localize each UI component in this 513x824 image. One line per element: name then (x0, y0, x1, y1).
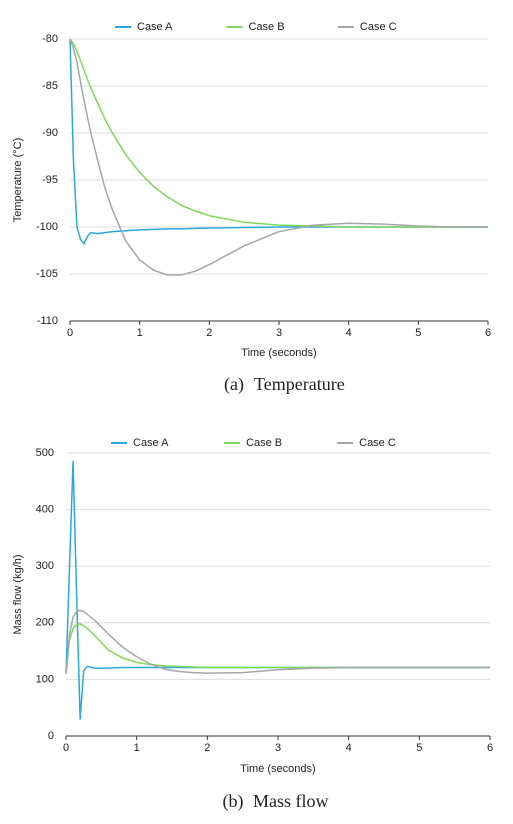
x-tick-label: 2 (206, 327, 212, 339)
data-line (65, 609, 490, 674)
x-tick-label: 4 (346, 742, 352, 754)
legend-label: Case A (137, 21, 173, 33)
data-line (65, 460, 490, 720)
y-tick-label: 500 (36, 447, 54, 459)
y-tick-label: -110 (37, 315, 58, 327)
legend-label: Case C (359, 437, 396, 449)
x-tick-label: 5 (415, 327, 421, 339)
y-axis-label: Mass flow (kg/h) (12, 554, 24, 634)
y-tick-label: -80 (42, 33, 58, 45)
x-axis-label: Time (seconds) (241, 347, 316, 359)
y-tick-label: 200 (36, 617, 54, 629)
data-line (69, 38, 488, 228)
y-tick-label: -95 (42, 174, 58, 186)
x-tick-label: 1 (134, 742, 140, 754)
y-tick-label: -90 (42, 127, 58, 139)
x-tick-label: 0 (67, 327, 73, 339)
y-tick-label: -85 (42, 80, 58, 92)
y-tick-label: 400 (36, 504, 54, 516)
y-tick-label: -100 (36, 221, 58, 233)
x-tick-label: 2 (204, 742, 210, 754)
x-tick-label: 0 (63, 742, 69, 754)
caption: Temperature (254, 374, 345, 394)
y-tick-label: 0 (48, 730, 54, 742)
y-tick-label: 100 (36, 673, 54, 685)
x-tick-label: 6 (487, 742, 493, 754)
legend-label: Case A (133, 437, 169, 449)
x-tick-label: 3 (275, 742, 281, 754)
data-line (69, 38, 488, 276)
x-tick-label: 4 (346, 327, 352, 339)
x-tick-label: 5 (416, 742, 422, 754)
x-axis-label: Time (seconds) (240, 763, 315, 775)
data-line (65, 623, 490, 674)
caption-number: (b) (223, 791, 244, 812)
y-tick-label: -105 (36, 268, 58, 280)
x-tick-label: 3 (276, 327, 282, 339)
legend-label: Case B (246, 437, 282, 449)
caption: Mass flow (253, 791, 329, 811)
caption-number: (a) (224, 374, 244, 395)
y-tick-label: 300 (36, 560, 54, 572)
y-axis-label: Temperature (°C) (12, 138, 24, 222)
data-line (69, 38, 488, 245)
x-tick-label: 1 (137, 327, 143, 339)
legend-label: Case C (360, 21, 397, 33)
legend-label: Case B (248, 21, 284, 33)
x-tick-label: 6 (485, 327, 491, 339)
